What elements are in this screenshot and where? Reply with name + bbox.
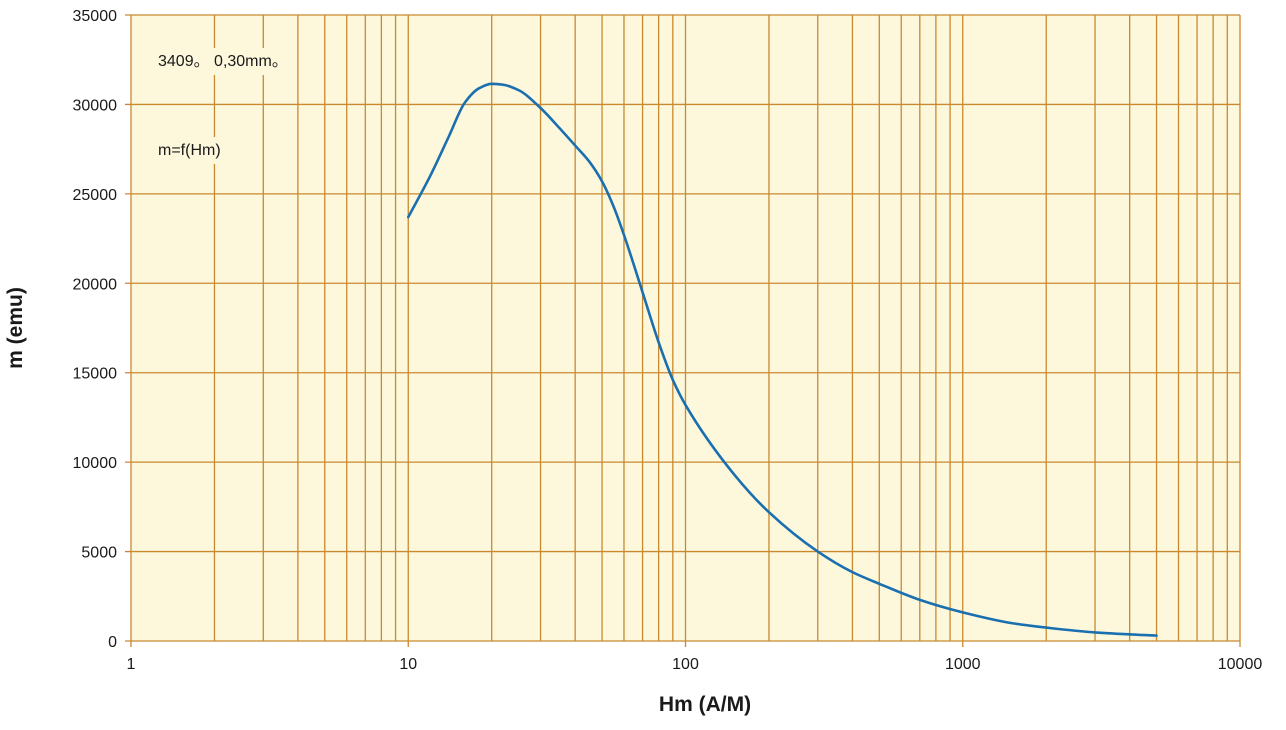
data-point xyxy=(1010,622,1013,625)
data-point xyxy=(539,107,542,110)
data-point xyxy=(672,379,675,382)
series-line xyxy=(406,82,1158,637)
annotations: 3409。 0,30mm。 m=f(Hm) xyxy=(152,48,294,164)
data-point xyxy=(1094,631,1097,634)
data-point xyxy=(961,611,964,614)
data-point xyxy=(490,83,493,86)
annotation-text: 3409。 0,30mm。 xyxy=(158,53,288,70)
data-point xyxy=(574,144,577,147)
data-point xyxy=(816,550,819,553)
data-point xyxy=(429,175,432,178)
y-tick-label: 30000 xyxy=(73,97,118,114)
data-point xyxy=(878,582,881,585)
tick-labels: 1 10 100 1000 10000 0 5000 10000 15000 20000 25000… xyxy=(73,8,1263,673)
x-tick-label: 1 xyxy=(127,656,136,673)
data-point xyxy=(502,83,505,86)
data-point xyxy=(1155,634,1158,637)
annotation-text: m=f(Hm) xyxy=(158,142,221,159)
data-point xyxy=(558,126,561,129)
y-tick-label: 25000 xyxy=(73,187,118,204)
y-tick-label: 5000 xyxy=(81,545,117,562)
annotation: m=f(Hm) xyxy=(152,137,227,164)
data-point xyxy=(1045,626,1048,629)
data-point xyxy=(919,599,922,602)
x-tick-label: 10 xyxy=(399,656,417,673)
data-point xyxy=(588,160,591,163)
annotation: 3409。 0,30mm。 xyxy=(152,48,294,75)
y-axis-title: m (emu) xyxy=(4,287,27,369)
y-tick-label: 35000 xyxy=(73,8,118,25)
grid xyxy=(125,14,1241,647)
x-tick-label: 100 xyxy=(672,656,699,673)
data-point xyxy=(657,341,660,344)
data-point xyxy=(464,101,467,104)
data-point xyxy=(601,180,604,183)
data-point xyxy=(623,234,626,237)
y-tick-label: 20000 xyxy=(73,276,118,293)
data-point xyxy=(478,87,481,90)
x-axis-title: Hm (A/M) xyxy=(659,693,751,716)
y-tick-label: 10000 xyxy=(73,455,118,472)
data-point xyxy=(851,571,854,574)
data-point xyxy=(447,135,450,138)
x-tick-label: 1000 xyxy=(945,656,981,673)
annotation-background xyxy=(152,137,227,164)
data-point xyxy=(407,216,410,219)
y-tick-label: 0 xyxy=(108,634,117,651)
x-tick-label: 10000 xyxy=(1218,656,1263,673)
data-point xyxy=(612,205,615,208)
data-point xyxy=(768,511,771,514)
y-tick-label: 15000 xyxy=(73,366,118,383)
data-point xyxy=(733,473,736,476)
data-point xyxy=(517,89,520,92)
annotation-background xyxy=(152,48,294,75)
data-point xyxy=(684,404,687,407)
data-point xyxy=(641,291,644,294)
